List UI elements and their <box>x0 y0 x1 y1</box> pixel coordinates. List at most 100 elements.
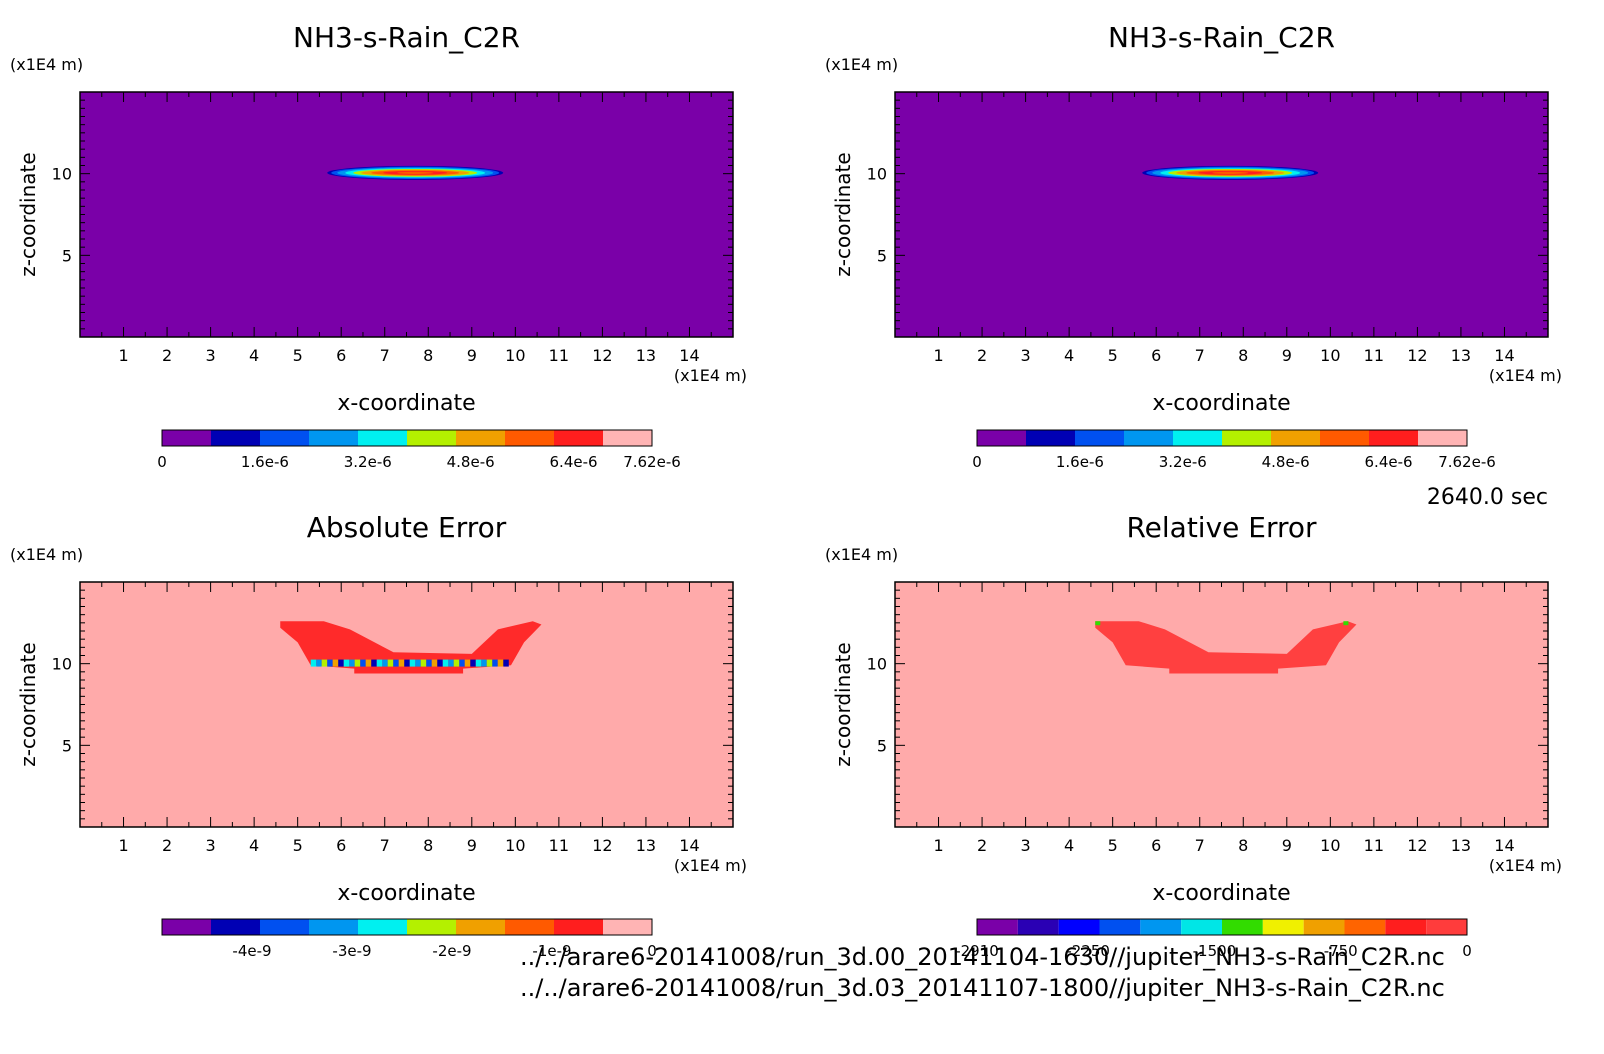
colorbar-segment-11 <box>1385 919 1427 935</box>
colorbar-label: 7.62e-6 <box>623 453 681 471</box>
colorbar-segment-1 <box>162 919 211 935</box>
colorbar-segment-3 <box>260 919 309 935</box>
x-tick-label: 10 <box>505 346 525 365</box>
error-band-cell-29 <box>464 659 471 667</box>
error-band-cell-6 <box>338 659 344 667</box>
colorbar-segment-3 <box>260 430 309 446</box>
x-tick-label: 6 <box>336 836 346 855</box>
colorbar-segment-1 <box>162 430 211 446</box>
colorbar-label: -1500 <box>1193 942 1237 960</box>
y-tick-label: 5 <box>62 246 72 265</box>
x-tick-label: 9 <box>467 836 477 855</box>
colorbar-segment-9 <box>554 919 603 935</box>
plot-area <box>895 92 1548 337</box>
colorbar-label: 6.4e-6 <box>1365 453 1413 471</box>
colorbar-segment-7 <box>1271 430 1320 446</box>
colorbar-segment-8 <box>1320 430 1369 446</box>
x-tick-label: 14 <box>679 836 699 855</box>
panel-title: NH3-s-Rain_C2R <box>1108 21 1335 54</box>
error-band-cell-23 <box>431 659 438 667</box>
plot-area <box>80 582 733 827</box>
y-unit-label: (x1E4 m) <box>10 55 83 74</box>
x-tick-label: 5 <box>293 836 303 855</box>
colorbar-segment-6 <box>1222 430 1271 446</box>
x-axis-label: x-coordinate <box>1152 881 1290 906</box>
y-tick-label: 5 <box>877 736 887 755</box>
y-tick-label: 10 <box>867 655 887 674</box>
panel-4: Relative Error(x1E4 m)1 2 3 4 5 6 7 8 9 10 11 12 13 1… <box>825 511 1562 960</box>
colorbar-segment-8 <box>505 430 554 446</box>
x-tick-label: 1 <box>933 346 943 365</box>
colorbar-segment-2 <box>1026 430 1075 446</box>
x-tick-label: 2 <box>977 836 987 855</box>
colorbar-segment-6 <box>407 919 456 935</box>
colorbar-segment-9 <box>1369 430 1418 446</box>
x-tick-label: 3 <box>1021 836 1031 855</box>
colorbar-segment-8 <box>1262 919 1304 935</box>
error-band-cell-28 <box>459 659 465 667</box>
colorbar-label: -4e-9 <box>232 942 271 960</box>
colorbar-segment-7 <box>456 430 505 446</box>
error-band-cell-13 <box>376 659 383 667</box>
x-tick-label: 5 <box>1108 836 1118 855</box>
error-band-cell-21 <box>420 659 427 667</box>
panel-3: Absolute Error(x1E4 m)1 2 3 4 5 6 7 8 9 10 11 12 13 1… <box>10 511 747 960</box>
error-band-cell-27 <box>453 659 460 667</box>
colorbar-segment-10 <box>603 919 652 935</box>
panel-title: NH3-s-Rain_C2R <box>293 21 520 54</box>
panel-2: NH3-s-Rain_C2R(x1E4 m)1 2 3 4 5 6 7 8 9 10 11 12 13 1… <box>825 21 1562 471</box>
error-band-cell-24 <box>437 659 443 667</box>
error-band-cell-36 <box>503 659 509 667</box>
x-tick-label: 12 <box>1407 836 1427 855</box>
x-tick-label: 9 <box>1282 346 1292 365</box>
error-band-cell-25 <box>442 659 449 667</box>
colorbar-segment-10 <box>603 430 652 446</box>
error-band-cell-19 <box>409 659 416 667</box>
error-band-cell-14 <box>382 659 388 667</box>
error-band-cell-12 <box>371 659 377 667</box>
x-tick-label: 3 <box>206 836 216 855</box>
error-band-cell-30 <box>470 659 476 667</box>
error-band-cell-18 <box>404 659 410 667</box>
error-band-cell-7 <box>343 659 350 667</box>
x-tick-label: 6 <box>336 346 346 365</box>
colorbar-segment-6 <box>1181 919 1222 935</box>
colorbar-segment-2 <box>1017 919 1059 935</box>
error-band-cell-26 <box>448 659 454 667</box>
x-tick-label: 6 <box>1151 836 1161 855</box>
error-band-cell-11 <box>365 659 372 667</box>
colorbar-segment-6 <box>407 430 456 446</box>
colorbar-label: 4.8e-6 <box>447 453 495 471</box>
x-tick-label: 14 <box>679 346 699 365</box>
colorbar-segment-3 <box>1075 430 1124 446</box>
colorbar-segment-5 <box>1173 430 1222 446</box>
colorbar-segment-4 <box>1124 430 1173 446</box>
x-tick-label: 13 <box>1451 346 1471 365</box>
colorbar-label: -750 <box>1324 942 1358 960</box>
x-tick-label: 1 <box>933 836 943 855</box>
x-tick-label: 6 <box>1151 346 1161 365</box>
colorbar-segment-2 <box>211 919 260 935</box>
colorbar-segment-1 <box>977 430 1026 446</box>
x-tick-label: 14 <box>1494 836 1514 855</box>
x-tick-label: 13 <box>636 346 656 365</box>
error-band-cell-32 <box>481 659 487 667</box>
x-tick-label: 11 <box>1364 836 1384 855</box>
y-tick-label: 10 <box>52 655 72 674</box>
y-tick-label: 10 <box>52 165 72 184</box>
colorbar-segment-10 <box>1418 430 1467 446</box>
colorbar-segment-9 <box>554 430 603 446</box>
x-tick-label: 8 <box>1238 346 1248 365</box>
colorbar-label: 1.6e-6 <box>241 453 289 471</box>
colorbar-frame <box>161 429 653 447</box>
error-band-cell-17 <box>398 659 405 667</box>
colorbar-segment-5 <box>358 430 407 446</box>
colorbar-label: 3.2e-6 <box>344 453 392 471</box>
x-unit-label: (x1E4 m) <box>674 856 747 875</box>
error-band-cell-2 <box>316 659 322 667</box>
x-tick-label: 12 <box>592 346 612 365</box>
error-band-cell-9 <box>354 659 361 667</box>
colorbar-label: 1.6e-6 <box>1056 453 1104 471</box>
x-tick-label: 7 <box>1195 836 1205 855</box>
y-axis-label: z-coordinate <box>16 642 40 766</box>
